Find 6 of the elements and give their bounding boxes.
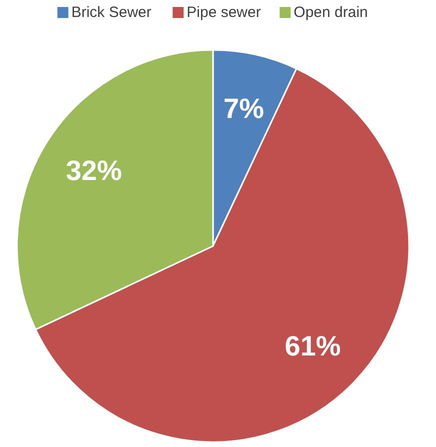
data-label: 61% <box>284 330 341 362</box>
legend-label: Brick Sewer <box>71 4 152 21</box>
data-label: 32% <box>66 154 122 186</box>
legend-label: Open drain <box>294 4 368 21</box>
data-label: 7% <box>224 92 264 124</box>
legend-label: Pipe sewer <box>186 4 261 21</box>
